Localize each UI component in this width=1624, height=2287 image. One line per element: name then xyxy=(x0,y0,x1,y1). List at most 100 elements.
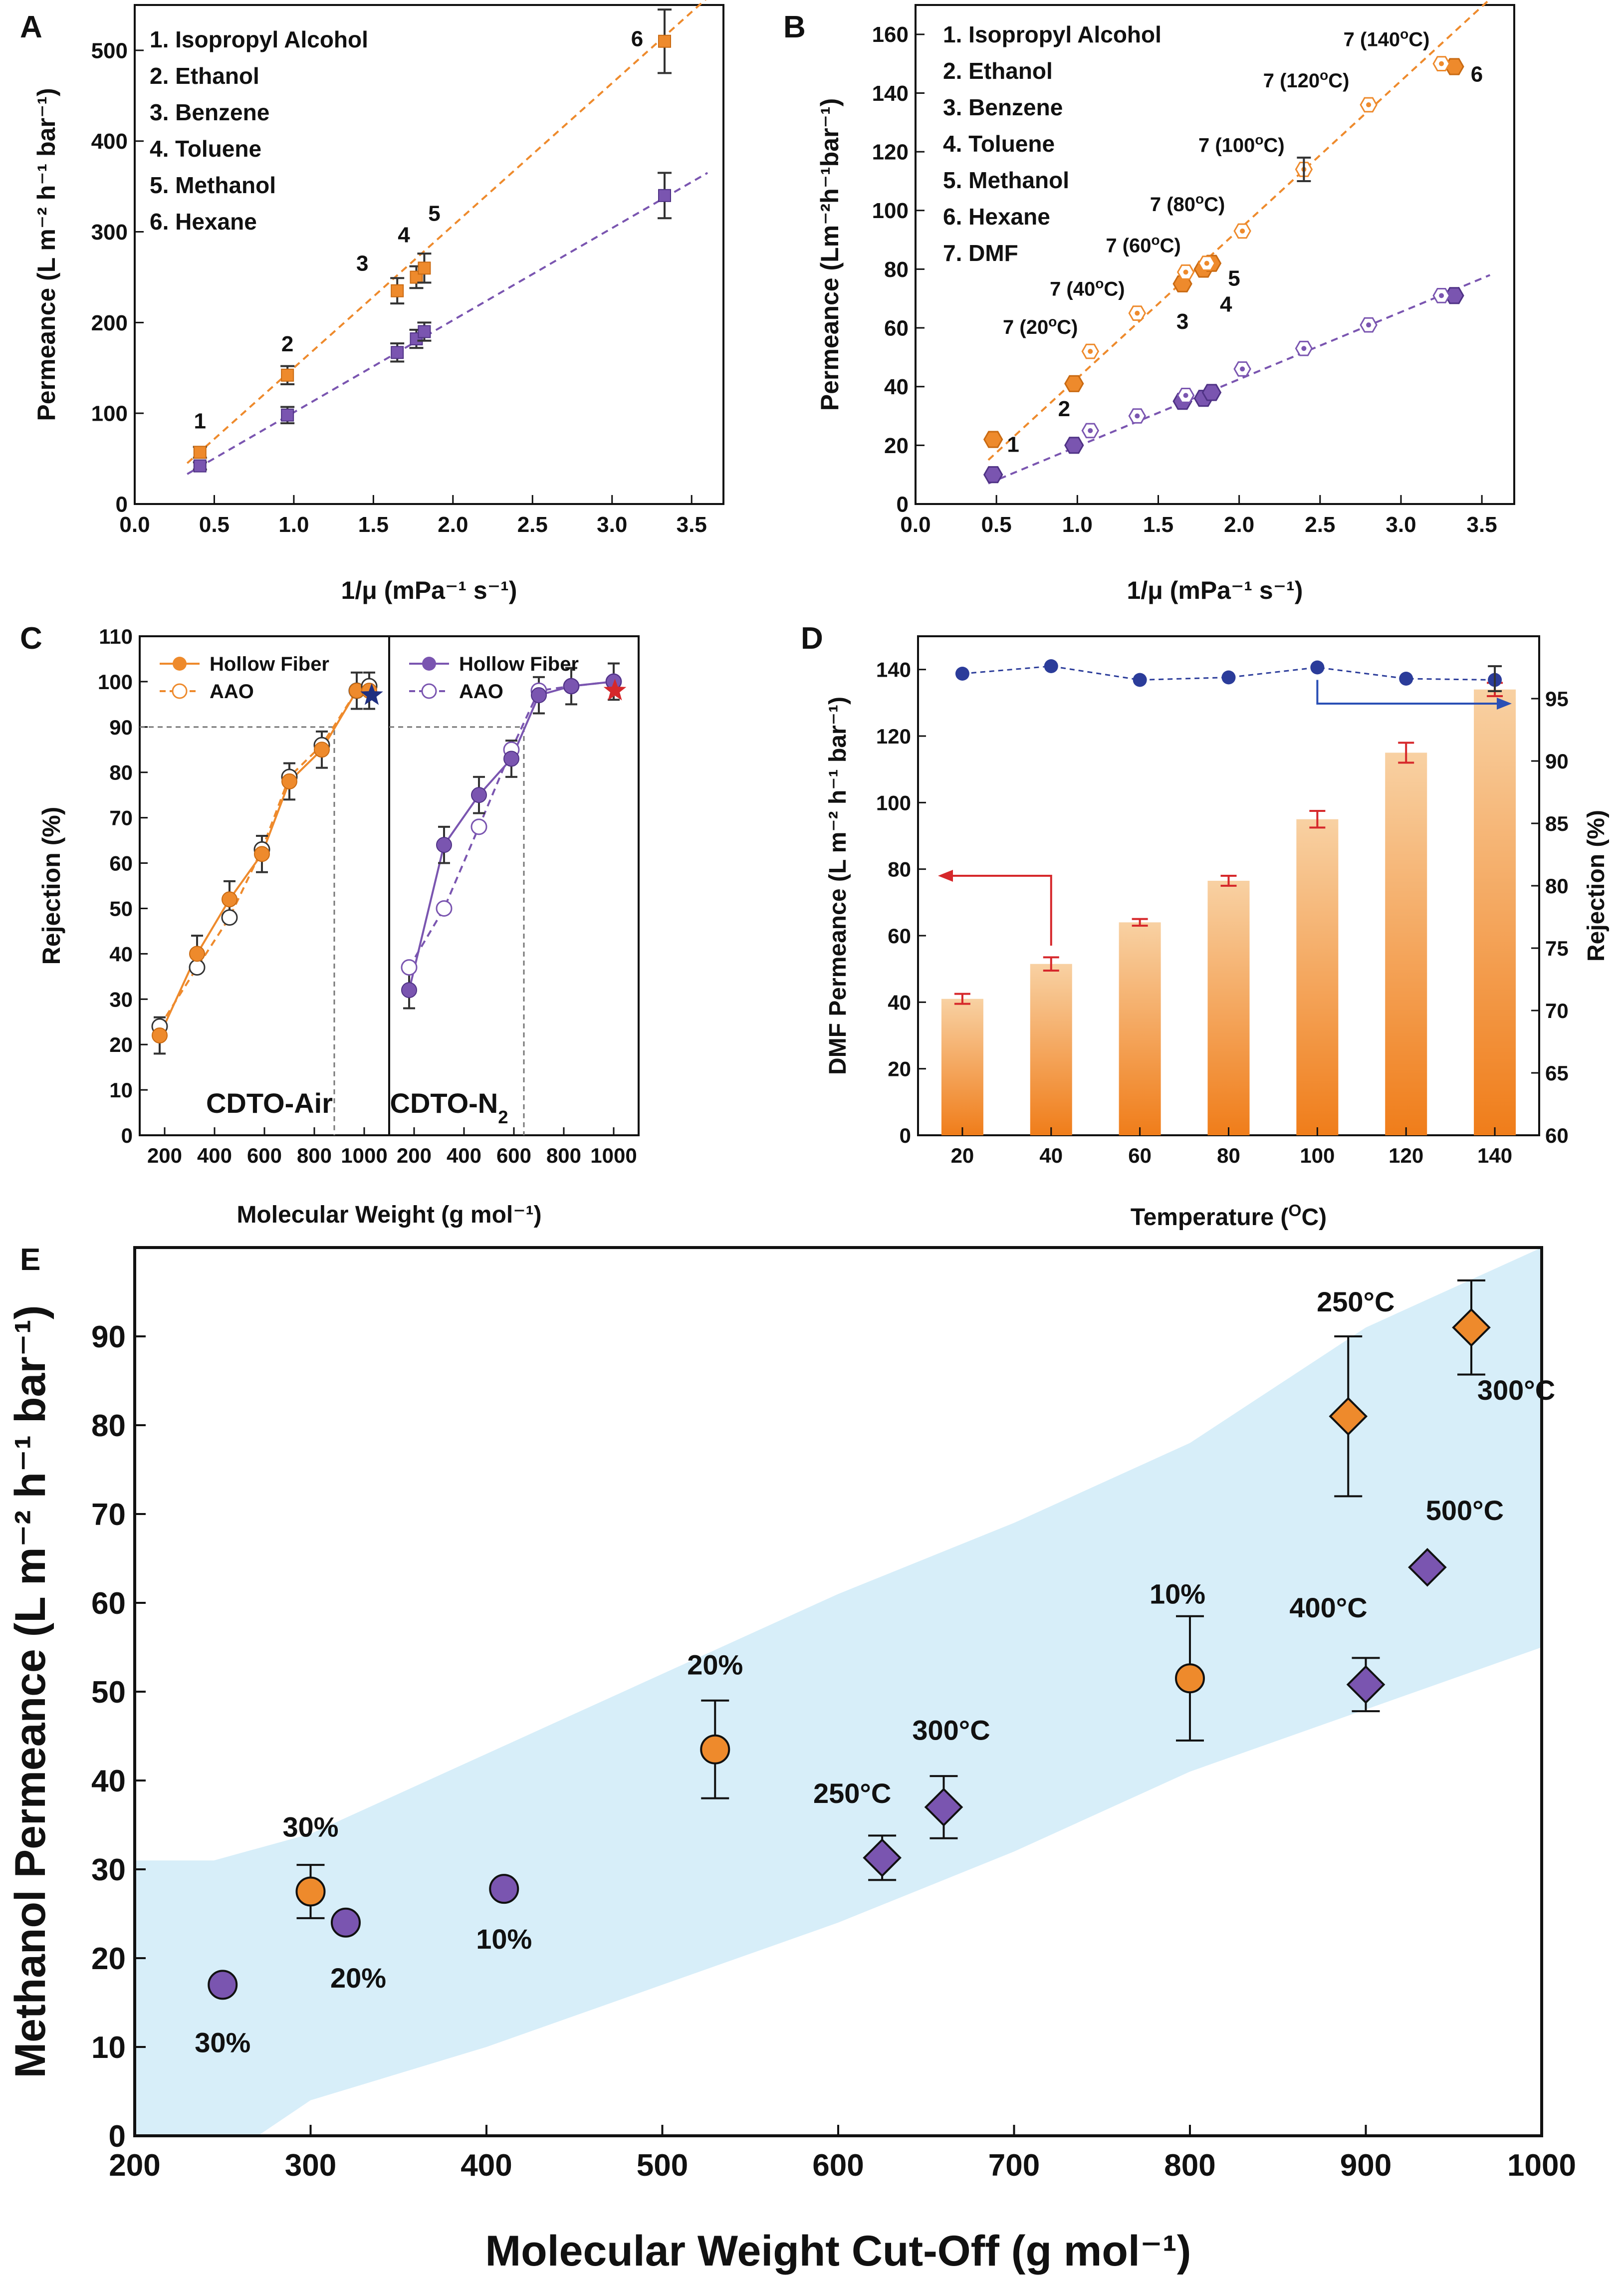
data-diamond-marker xyxy=(1329,1397,1368,1436)
point-label: 30% xyxy=(195,2027,250,2058)
x-tick-label: 900 xyxy=(1340,2148,1392,2183)
x-tick-label: 300 xyxy=(285,2148,336,2183)
x-tick-label: 60 xyxy=(1128,1144,1152,1167)
dmf-temperature-label: 7 (140oC) xyxy=(1344,26,1430,51)
y-tick-label: 100 xyxy=(872,199,909,223)
point-label: 30% xyxy=(282,1811,338,1843)
x-tick-label: 80 xyxy=(1217,1144,1240,1167)
x-axis-label: Molecular Weight (g mol⁻¹) xyxy=(236,1202,541,1228)
y-tick-label: 0 xyxy=(897,492,909,516)
y-tick-label: 140 xyxy=(872,81,909,106)
legend-entry: 5. Methanol xyxy=(943,167,1069,193)
x-tick-label: 200 xyxy=(397,1144,432,1167)
hollow-fiber-marker xyxy=(222,891,237,908)
filled-hexagon-marker xyxy=(983,466,1003,484)
axis-arrow-left xyxy=(948,875,1052,946)
legend-marker xyxy=(422,657,436,671)
legend-entry: 3. Benzene xyxy=(943,94,1063,120)
y-tick-label-right: 60 xyxy=(1545,1124,1569,1147)
rejection-marker xyxy=(1133,673,1147,687)
hollow-fiber-marker xyxy=(503,751,519,767)
y-tick-label: 50 xyxy=(91,1675,126,1710)
marker-dot xyxy=(1301,346,1307,351)
rejection-marker xyxy=(1399,672,1413,686)
marker-dot xyxy=(1366,322,1372,328)
point-label: 3 xyxy=(1176,309,1188,334)
rejection-marker xyxy=(1221,670,1236,685)
aao-marker xyxy=(470,818,487,835)
marker-dot xyxy=(1240,228,1245,234)
x-tick-label: 200 xyxy=(147,1144,182,1167)
data-point xyxy=(391,284,404,297)
point-label: 1 xyxy=(1007,433,1019,457)
x-tick-label: 2.0 xyxy=(438,512,468,537)
cutoff-guide xyxy=(389,726,525,1135)
x-tick-label: 200 xyxy=(109,2148,160,2183)
marker-dot xyxy=(1135,310,1140,316)
data-point xyxy=(193,446,207,459)
y-tick-label: 30 xyxy=(91,1853,126,1887)
y-tick-label: 30 xyxy=(109,988,133,1011)
legend-entry: AAO xyxy=(210,681,254,703)
point-label: 4 xyxy=(398,223,410,247)
legend-entry: 5. Methanol xyxy=(150,172,276,198)
marker-dot xyxy=(1240,366,1245,372)
point-label: 6 xyxy=(1471,62,1483,87)
point-label: 400°C xyxy=(1289,1592,1367,1623)
panel-d: 0 20 40 60 80 100 120 140 60 65 70 75 80 85 90 95 D DMF P… xyxy=(801,621,1610,1231)
point-label: 3 xyxy=(356,252,368,276)
axis-arrow-head-right xyxy=(1497,698,1512,710)
aao-line xyxy=(159,685,370,1027)
y-tick-label: 60 xyxy=(884,316,909,340)
legend-entry: 2. Ethanol xyxy=(150,63,259,89)
axis-arrow-head-left xyxy=(938,870,953,882)
marker-dot xyxy=(1439,61,1444,66)
marker-dot xyxy=(1204,260,1209,266)
y-tick-label: 40 xyxy=(884,375,909,399)
marker-dot xyxy=(1135,413,1140,419)
x-tick-label: 40 xyxy=(1039,1144,1063,1167)
point-label: 10% xyxy=(476,1923,532,1955)
y-tick-label: 20 xyxy=(109,1033,133,1056)
x-tick-label: 1000 xyxy=(341,1144,387,1167)
axis-arrow-right xyxy=(1316,680,1499,705)
hollow-fiber-line xyxy=(159,690,369,1036)
panel-e: 200 300 400 500 600 700 800 900 1000 0 10 20 30 40 50 6… xyxy=(6,1243,1576,2275)
data-point xyxy=(281,368,294,382)
y-axis-label-left: DMF Permeance (L m⁻² h⁻¹ bar⁻¹) xyxy=(825,697,851,1075)
x-tick-label: 20 xyxy=(951,1144,974,1167)
y-tick-label: 120 xyxy=(872,140,909,165)
fit-line xyxy=(187,172,708,475)
fit-line xyxy=(186,0,707,464)
dmf-temperature-label: 7 (100oC) xyxy=(1198,132,1285,157)
y-axis-label: Rejection (%) xyxy=(37,807,65,965)
x-tick-label: 0.0 xyxy=(119,512,150,537)
panel-c: 0 10 20 30 40 50 60 70 80 90 100 110 C Rejection (%) M… xyxy=(20,621,640,1228)
x-tick-label: 2.0 xyxy=(1224,512,1254,537)
trend-band xyxy=(135,1248,1542,2136)
x-tick-label: 800 xyxy=(297,1144,332,1167)
x-axis-label: Molecular Weight Cut-Off (g mol⁻¹) xyxy=(485,2227,1191,2275)
x-axis-label: Temperature (OC) xyxy=(1131,1202,1327,1231)
data-point xyxy=(418,325,431,338)
bar xyxy=(941,999,983,1135)
y-tick-label: 20 xyxy=(884,434,909,458)
legend-marker xyxy=(172,683,188,699)
data-point xyxy=(658,189,671,202)
x-tick-label: 0.5 xyxy=(199,512,230,537)
hollow-fiber-marker xyxy=(254,846,270,862)
y-tick-label-left: 40 xyxy=(888,991,911,1014)
data-diamond-marker xyxy=(863,1838,902,1877)
point-label: 20% xyxy=(330,1962,386,1994)
panel-label-b: B xyxy=(783,10,806,44)
x-tick-label: 600 xyxy=(812,2148,864,2183)
y-tick-label: 0 xyxy=(116,492,128,516)
y-tick-label-left: 100 xyxy=(876,791,911,814)
y-tick-label: 400 xyxy=(91,129,128,154)
point-label: 300°C xyxy=(1477,1374,1555,1406)
legend-entry: AAO xyxy=(459,681,503,703)
marker-dot xyxy=(1088,428,1093,433)
x-tick-label: 600 xyxy=(247,1144,282,1167)
hollow-fiber-marker xyxy=(471,787,487,803)
y-tick-label: 60 xyxy=(109,852,133,875)
